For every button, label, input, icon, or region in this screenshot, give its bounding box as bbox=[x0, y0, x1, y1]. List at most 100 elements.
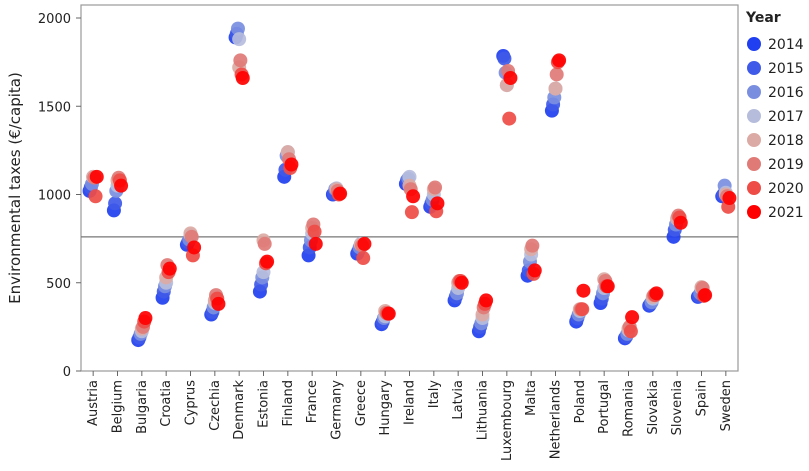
data-point bbox=[89, 169, 104, 184]
data-point bbox=[548, 81, 563, 96]
legend-marker bbox=[747, 109, 761, 123]
x-tick-label: Sweden bbox=[719, 380, 734, 431]
x-tick-label: Latvia bbox=[451, 380, 466, 420]
x-tick-label: Croatia bbox=[159, 380, 174, 427]
legend-marker bbox=[747, 85, 761, 99]
legend-marker bbox=[747, 181, 761, 195]
data-point bbox=[406, 189, 421, 204]
legend-label: 2021 bbox=[768, 205, 804, 221]
data-point bbox=[308, 236, 323, 251]
legend-marker bbox=[747, 37, 761, 51]
data-point bbox=[552, 53, 567, 68]
data-point bbox=[722, 191, 737, 206]
legend-label: 2018 bbox=[768, 133, 804, 149]
x-axis: Austria Belgium Bulgaria Croatia Cyprus Czech… bbox=[86, 371, 734, 461]
x-tick-label: Cyprus bbox=[184, 380, 199, 426]
data-point bbox=[162, 261, 177, 276]
data-point bbox=[673, 215, 688, 230]
data-point bbox=[625, 310, 640, 325]
legend-label: 2016 bbox=[768, 85, 804, 101]
legend-marker bbox=[747, 133, 761, 147]
x-tick-label: Romania bbox=[622, 380, 637, 437]
x-tick-label: Spain bbox=[695, 380, 710, 416]
data-point bbox=[257, 236, 272, 251]
x-tick-label: France bbox=[305, 380, 320, 423]
data-point bbox=[497, 51, 512, 66]
x-tick-label: Czechia bbox=[208, 380, 223, 431]
data-point bbox=[108, 196, 123, 211]
x-tick-label: Poland bbox=[573, 380, 588, 423]
x-tick-label: Luxembourg bbox=[500, 380, 515, 461]
x-tick-label: Finland bbox=[281, 380, 296, 426]
legend-marker bbox=[747, 61, 761, 75]
legend-label: 2019 bbox=[768, 157, 804, 173]
y-axis-title: Environmental taxes (€/capita) bbox=[6, 72, 24, 304]
data-point bbox=[575, 302, 590, 317]
data-point bbox=[184, 229, 199, 244]
data-point bbox=[211, 296, 226, 311]
data-point bbox=[260, 254, 275, 269]
x-tick-label: Austria bbox=[86, 380, 101, 426]
legend-marker bbox=[747, 205, 761, 219]
x-tick-label: Portugal bbox=[597, 380, 612, 434]
legend-label: 2020 bbox=[768, 181, 804, 197]
data-point bbox=[503, 71, 518, 86]
legend-title: Year bbox=[745, 10, 781, 26]
x-tick-label: Slovenia bbox=[670, 380, 685, 435]
x-tick-label: Estonia bbox=[257, 380, 272, 428]
data-point bbox=[357, 236, 372, 251]
data-point bbox=[502, 111, 517, 126]
data-point bbox=[576, 283, 591, 298]
x-tick-label: Lithuania bbox=[476, 380, 491, 440]
data-point bbox=[549, 67, 564, 82]
data-point bbox=[138, 311, 153, 326]
x-tick-label: Ireland bbox=[403, 380, 418, 425]
data-point bbox=[430, 196, 445, 211]
data-point bbox=[698, 288, 713, 303]
legend-label: 2015 bbox=[768, 61, 804, 77]
legend-label: 2017 bbox=[768, 109, 804, 125]
y-axis: 0 500 1000 1500 2000 bbox=[38, 12, 81, 380]
data-point bbox=[232, 32, 247, 47]
data-point bbox=[307, 224, 322, 239]
x-tick-label: Belgium bbox=[111, 380, 126, 433]
data-point bbox=[230, 21, 245, 36]
data-point bbox=[600, 279, 615, 294]
legend-label: 2014 bbox=[768, 37, 804, 53]
y-tick-label: 1000 bbox=[38, 189, 71, 204]
x-tick-label: Malta bbox=[524, 380, 539, 416]
data-point bbox=[454, 275, 469, 290]
data-point bbox=[187, 240, 202, 255]
x-tick-label: Italy bbox=[427, 380, 442, 409]
data-point bbox=[428, 180, 443, 195]
data-point bbox=[233, 53, 248, 68]
data-point bbox=[525, 238, 540, 253]
x-tick-label: Hungary bbox=[378, 380, 393, 436]
y-tick-label: 500 bbox=[46, 277, 71, 292]
x-tick-label: Bulgaria bbox=[135, 380, 150, 434]
data-point bbox=[623, 324, 638, 339]
data-point bbox=[235, 71, 250, 86]
legend: 2014 2015 2016 2017 2018 2019 2020 2021 bbox=[747, 37, 804, 221]
x-tick-label: Slovakia bbox=[646, 380, 661, 435]
data-point bbox=[356, 251, 371, 266]
data-point bbox=[284, 157, 299, 172]
legend-marker bbox=[747, 157, 761, 171]
data-point bbox=[649, 286, 664, 301]
x-tick-label: Netherlands bbox=[549, 380, 564, 459]
x-tick-label: Denmark bbox=[232, 380, 247, 440]
y-tick-label: 1500 bbox=[38, 100, 71, 115]
y-tick-label: 2000 bbox=[38, 12, 71, 27]
data-points bbox=[82, 21, 737, 348]
data-point bbox=[333, 186, 348, 201]
data-point bbox=[88, 189, 103, 204]
data-point bbox=[479, 293, 494, 308]
data-point bbox=[114, 178, 129, 193]
data-point bbox=[404, 205, 419, 220]
x-tick-label: Greece bbox=[354, 380, 369, 426]
data-point bbox=[381, 306, 396, 321]
x-tick-label: Germany bbox=[330, 380, 345, 440]
data-point bbox=[527, 263, 542, 278]
y-tick-label: 0 bbox=[63, 365, 71, 380]
